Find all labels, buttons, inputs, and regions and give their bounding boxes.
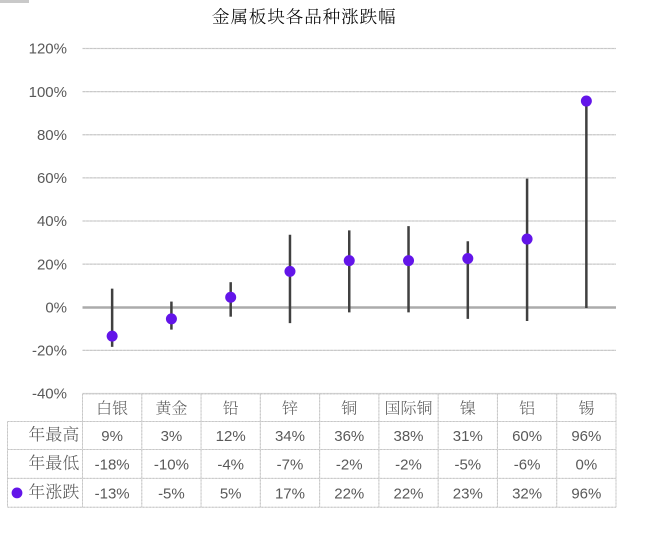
svg-text:-40%: -40% xyxy=(32,386,67,403)
svg-text:34%: 34% xyxy=(275,428,305,445)
svg-text:-13%: -13% xyxy=(95,485,130,502)
svg-text:38%: 38% xyxy=(394,428,424,445)
svg-text:20%: 20% xyxy=(37,256,67,273)
svg-text:120%: 120% xyxy=(29,41,67,58)
svg-text:5%: 5% xyxy=(220,485,242,502)
svg-text:96%: 96% xyxy=(571,485,601,502)
svg-text:-20%: -20% xyxy=(32,343,67,360)
svg-text:22%: 22% xyxy=(394,485,424,502)
svg-text:-18%: -18% xyxy=(95,456,130,473)
svg-text:12%: 12% xyxy=(216,428,246,445)
svg-text:-2%: -2% xyxy=(336,456,363,473)
svg-text:0%: 0% xyxy=(45,299,67,316)
svg-text:-5%: -5% xyxy=(158,485,185,502)
svg-text:96%: 96% xyxy=(571,428,601,445)
svg-text:-10%: -10% xyxy=(154,456,189,473)
svg-text:22%: 22% xyxy=(334,485,364,502)
svg-text:-4%: -4% xyxy=(217,456,244,473)
svg-text:80%: 80% xyxy=(37,127,67,144)
svg-text:60%: 60% xyxy=(37,170,67,187)
svg-text:3%: 3% xyxy=(161,428,183,445)
svg-text:23%: 23% xyxy=(453,485,483,502)
svg-text:31%: 31% xyxy=(453,428,483,445)
svg-text:40%: 40% xyxy=(37,213,67,230)
svg-text:36%: 36% xyxy=(334,428,364,445)
svg-text:17%: 17% xyxy=(275,485,305,502)
svg-text:-5%: -5% xyxy=(454,456,481,473)
svg-text:0%: 0% xyxy=(576,456,598,473)
svg-text:9%: 9% xyxy=(101,428,123,445)
svg-text:-2%: -2% xyxy=(395,456,422,473)
svg-text:-7%: -7% xyxy=(277,456,304,473)
svg-text:60%: 60% xyxy=(512,428,542,445)
svg-text:100%: 100% xyxy=(29,84,67,101)
svg-text:32%: 32% xyxy=(512,485,542,502)
svg-text:-6%: -6% xyxy=(514,456,541,473)
